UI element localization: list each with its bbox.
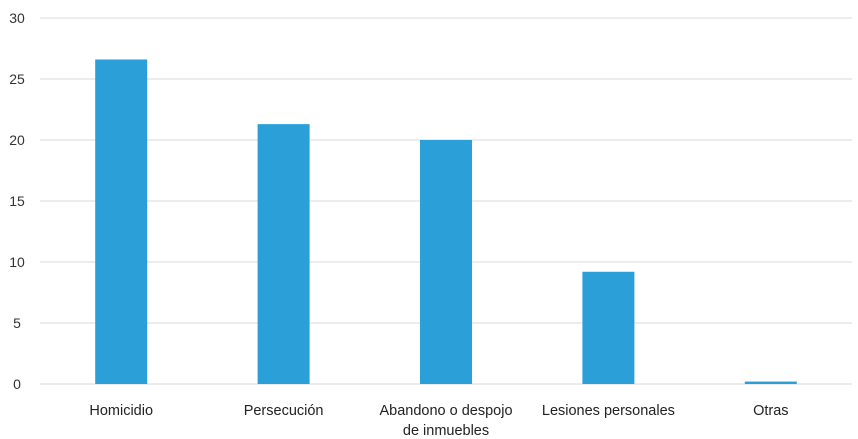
y-tick-label: 10 — [9, 254, 25, 270]
bar-homicidio — [95, 59, 148, 384]
x-category-label: Abandono o despojo — [379, 403, 512, 419]
y-axis-tick-labels: 0 5 10 15 20 25 30 — [9, 10, 25, 392]
bar-lesiones-personales — [582, 271, 635, 384]
y-tick-label: 5 — [13, 315, 21, 331]
y-tick-label: 20 — [9, 132, 25, 148]
x-axis-category-labels: Homicidio Persecución Abandono o despojo de… — [89, 403, 788, 439]
x-category-label: Lesiones personales — [542, 403, 675, 419]
x-category-label: Homicidio — [89, 403, 153, 419]
bars — [95, 59, 797, 384]
bar-abandono-o-despojo-de-inmuebles — [420, 140, 472, 384]
y-tick-label: 30 — [9, 10, 25, 26]
x-category-label: Otras — [753, 403, 788, 419]
x-category-label: Persecución — [244, 403, 324, 419]
y-tick-label: 25 — [9, 71, 25, 87]
bar-otras — [744, 381, 797, 384]
bar-persecuci-n — [257, 124, 310, 384]
y-tick-label: 0 — [13, 376, 21, 392]
y-tick-label: 15 — [9, 193, 25, 209]
x-category-label: de inmuebles — [403, 423, 489, 439]
